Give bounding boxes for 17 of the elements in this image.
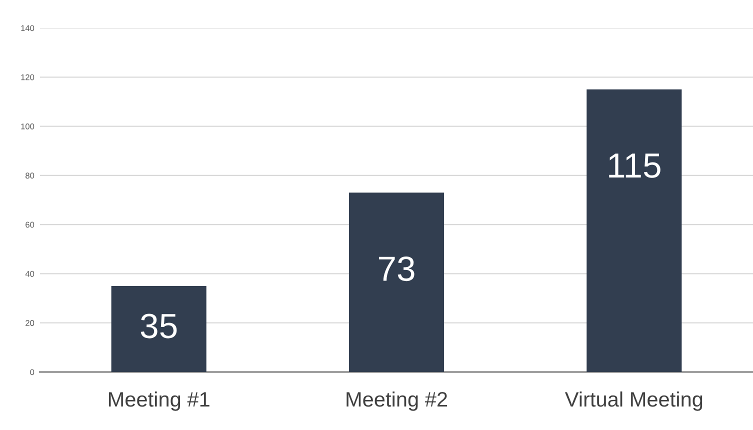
y-tick-label: 80 <box>26 172 34 179</box>
bar <box>348 192 444 372</box>
data-label: 73 <box>378 256 414 282</box>
bar <box>111 286 206 372</box>
y-tick-label: 140 <box>21 25 34 32</box>
y-tick-label: 120 <box>21 74 34 80</box>
y-tick-label: 20 <box>26 320 34 326</box>
y-tick-label: 100 <box>21 123 34 130</box>
y-tick-label: 40 <box>25 270 34 277</box>
x-tick-label: Meeting #2 <box>346 391 447 411</box>
x-tick-label: Meeting #1 <box>109 391 210 411</box>
x-tick-label: Virtual Meeting <box>564 391 702 411</box>
data-label: 115 <box>609 154 660 178</box>
data-label: 35 <box>140 314 177 338</box>
y-tick-label: 0 <box>30 369 34 376</box>
bar <box>586 89 682 372</box>
y-tick-label: 60 <box>26 222 34 228</box>
